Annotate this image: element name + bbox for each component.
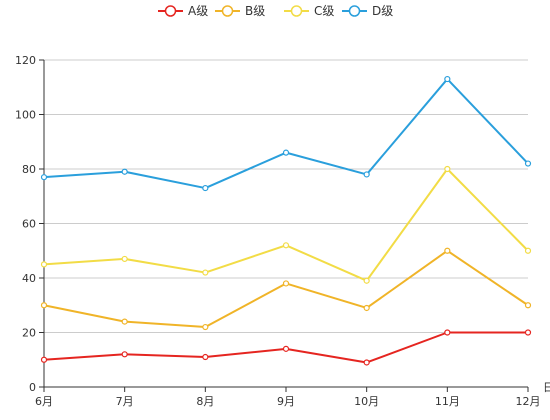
data-point[interactable] <box>282 242 290 249</box>
legend-swatch-marker <box>221 5 234 17</box>
y-tick-label: 0 <box>29 381 36 394</box>
legend-swatch-marker <box>164 5 177 17</box>
y-tick-label: 80 <box>22 163 36 176</box>
data-point[interactable] <box>524 160 532 167</box>
series-group <box>40 75 532 366</box>
x-tick-label: 8月 <box>196 395 214 408</box>
series-1 <box>40 329 532 366</box>
series-4 <box>40 75 532 192</box>
data-point[interactable] <box>121 318 128 325</box>
legend-item[interactable]: A级 <box>158 4 208 18</box>
legend-swatch-marker <box>290 5 303 17</box>
legend-item[interactable]: C级 <box>284 4 334 18</box>
x-tick-label: 9月 <box>277 395 295 408</box>
data-point[interactable] <box>202 184 209 192</box>
data-point[interactable] <box>40 174 48 181</box>
series-2 <box>40 247 532 331</box>
y-tick-label: 100 <box>15 109 36 122</box>
data-point[interactable] <box>524 302 532 309</box>
data-point[interactable] <box>282 149 290 156</box>
data-point[interactable] <box>524 329 532 336</box>
legend-label: A级 <box>188 4 208 18</box>
legend-label: D级 <box>372 4 393 18</box>
data-point[interactable] <box>282 345 290 352</box>
data-point[interactable] <box>40 261 48 268</box>
x-tick-label: 12月 <box>516 395 541 408</box>
series-line <box>43 168 529 282</box>
y-tick-label: 120 <box>15 54 36 67</box>
data-point[interactable] <box>524 247 532 254</box>
data-point[interactable] <box>202 353 209 361</box>
data-point[interactable] <box>40 302 48 309</box>
series-line <box>43 249 529 329</box>
data-point[interactable] <box>444 165 451 173</box>
x-axis-title: 日 <box>543 381 550 394</box>
data-point[interactable] <box>363 171 370 178</box>
legend-item[interactable]: D级 <box>342 4 393 18</box>
data-point[interactable] <box>444 75 451 83</box>
x-tick-label: 10月 <box>354 395 379 408</box>
data-point[interactable] <box>202 269 209 276</box>
x-tick-label: 7月 <box>116 395 134 408</box>
legend-label: B级 <box>245 4 265 18</box>
data-point[interactable] <box>121 351 128 358</box>
x-tick-label: 11月 <box>435 395 460 408</box>
x-tick-label: 6月 <box>35 395 53 408</box>
data-point[interactable] <box>121 168 128 175</box>
data-point[interactable] <box>363 277 370 284</box>
data-point[interactable] <box>202 323 209 331</box>
y-tick-label: 40 <box>22 272 36 285</box>
series-3 <box>40 165 532 284</box>
series-line <box>43 78 529 190</box>
y-tick-label: 60 <box>22 218 36 231</box>
y-axis: 0 20 40 60 80 100 120 <box>15 54 45 394</box>
data-point[interactable] <box>40 356 48 363</box>
legend-label: C级 <box>314 4 334 18</box>
legend-swatch-marker <box>348 5 361 17</box>
data-point[interactable] <box>363 359 370 366</box>
data-point[interactable] <box>363 304 370 312</box>
data-point[interactable] <box>444 247 451 254</box>
data-point[interactable] <box>121 255 128 263</box>
grid-lines <box>44 59 528 333</box>
legend-item[interactable]: B级 <box>215 4 265 18</box>
data-point[interactable] <box>282 280 290 287</box>
data-point[interactable] <box>444 329 451 336</box>
legend: A级 B级 C级 D级 <box>158 4 393 18</box>
y-tick-label: 20 <box>22 327 36 340</box>
x-axis: 6月 7月 8月 9月 10月 11月 12月 <box>35 386 541 408</box>
